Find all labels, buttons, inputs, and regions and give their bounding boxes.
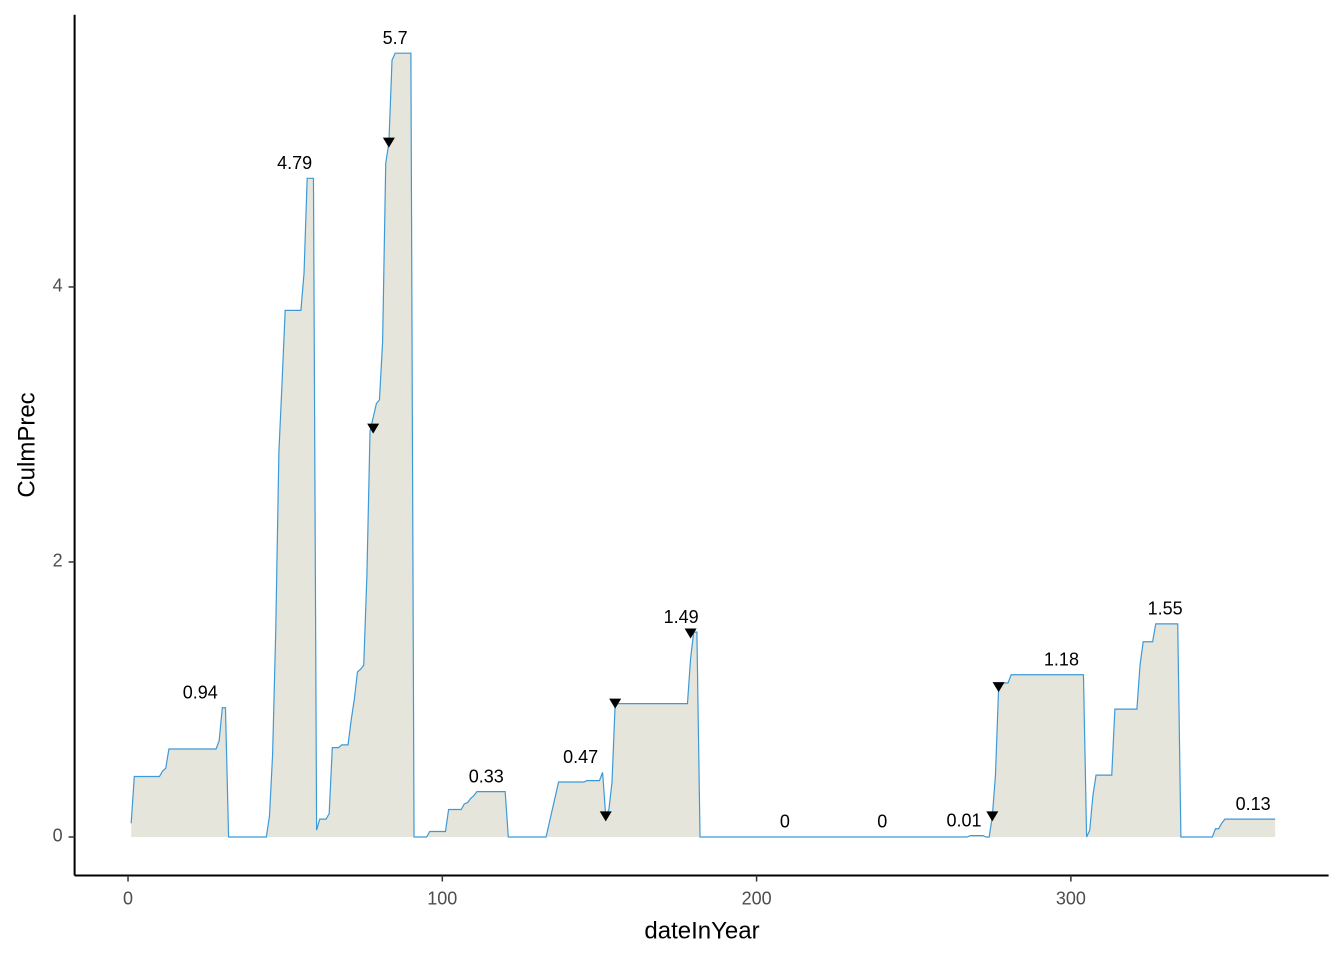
data-label: 1.18 <box>1044 649 1079 669</box>
data-label: 0.94 <box>183 682 218 702</box>
data-label: 0.33 <box>469 766 504 786</box>
x-axis-title: dateInYear <box>644 917 759 944</box>
data-label: 0.01 <box>947 810 982 830</box>
marker <box>609 698 622 709</box>
x-tick-label: 300 <box>1056 888 1086 908</box>
marker <box>367 423 380 434</box>
data-label: 4.79 <box>277 153 312 173</box>
y-axis-title: CulmPrec <box>13 392 40 497</box>
marker <box>992 682 1005 693</box>
data-label: 0.47 <box>563 747 598 767</box>
data-label: 0 <box>877 812 887 832</box>
data-label: 0 <box>780 812 790 832</box>
marker <box>986 811 999 822</box>
marker <box>684 628 697 639</box>
data-label: 1.55 <box>1148 599 1183 619</box>
data-label: 5.7 <box>383 28 408 48</box>
x-tick-label: 100 <box>427 888 457 908</box>
data-label: 1.49 <box>664 607 699 627</box>
x-tick-label: 0 <box>123 888 133 908</box>
area <box>131 53 1276 837</box>
line <box>130 52 1276 838</box>
marker <box>599 811 612 822</box>
y-tick-label: 0 <box>53 826 63 846</box>
x-tick-label: 200 <box>742 888 772 908</box>
data-label: 0.13 <box>1236 794 1271 814</box>
marker <box>382 137 395 148</box>
y-tick-label: 4 <box>53 276 63 296</box>
y-tick-label: 2 <box>53 551 63 571</box>
